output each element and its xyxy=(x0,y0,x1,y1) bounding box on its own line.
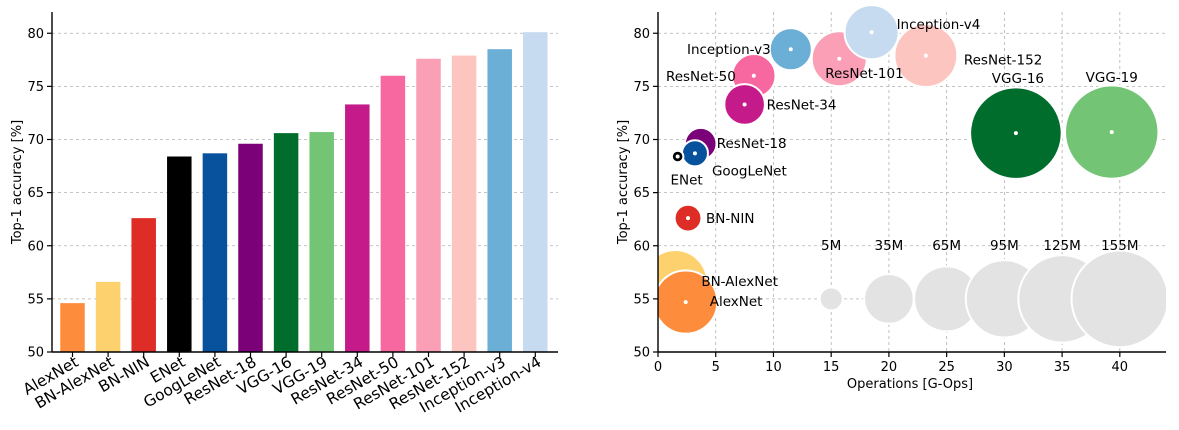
bar xyxy=(273,133,299,352)
bubble-ytick-label: 75 xyxy=(633,80,650,95)
model-label: BN-AlexNet xyxy=(701,274,778,290)
bubble-xtick-label: 40 xyxy=(1112,360,1129,375)
size-legend-label: 95M xyxy=(990,238,1019,254)
bubble-xtick-label: 10 xyxy=(765,360,782,375)
bar xyxy=(523,32,548,352)
model-label: ResNet-34 xyxy=(767,97,837,113)
bubble-ytick-label: 80 xyxy=(633,27,650,42)
bubble-ytick-label: 55 xyxy=(633,292,650,307)
bar-ytick-label: 75 xyxy=(27,80,44,95)
model-label: GoogLeNet xyxy=(712,163,787,179)
size-legend-label: 5M xyxy=(821,238,841,254)
bubble-xtick-label: 0 xyxy=(654,360,662,375)
model-bubble-center xyxy=(686,216,691,221)
bar xyxy=(309,132,334,352)
bar-chart: 50556065707580AlexNetBN-AlexNetBN-NINENe… xyxy=(10,12,558,417)
size-legend-label: 65M xyxy=(932,238,961,254)
bar xyxy=(202,153,228,352)
bar xyxy=(416,58,441,352)
bar xyxy=(167,156,192,352)
model-label: ResNet-101 xyxy=(825,66,903,82)
model-label: AlexNet xyxy=(710,294,763,310)
size-legend-label: 155M xyxy=(1101,238,1138,254)
bar-ytick-label: 80 xyxy=(27,27,44,42)
bar-ytick-label: 65 xyxy=(27,186,44,201)
size-legend-bubble xyxy=(818,286,844,312)
model-bubble-center xyxy=(788,47,793,52)
bubble-ytick-label: 50 xyxy=(633,346,650,361)
bubble-ytick-label: 65 xyxy=(633,186,650,201)
model-label: ResNet-50 xyxy=(666,69,736,85)
size-legend-bubble xyxy=(863,273,915,325)
model-label: BN-NIN xyxy=(706,211,754,227)
bar-y-axis-title: Top-1 accuracy [%] xyxy=(10,120,25,245)
model-label: Inception-v4 xyxy=(897,17,981,33)
bar xyxy=(380,75,406,352)
model-bubble-center xyxy=(675,154,680,159)
bubble-xtick-label: 20 xyxy=(881,360,898,375)
bar-ytick-label: 50 xyxy=(27,346,44,361)
bubble-chart: 5M 35M 65M 95M 125M 155M AlexNet BN-AlexNet BN-N… xyxy=(616,4,1166,392)
bubble-xtick-label: 30 xyxy=(996,360,1013,375)
model-bubble-center xyxy=(683,300,688,305)
model-label: Inception-v3 xyxy=(687,42,771,58)
bubble-y-axis-title: Top-1 accuracy [%] xyxy=(616,120,631,245)
bar-ytick-label: 70 xyxy=(27,133,44,148)
bubble-xtick-label: 15 xyxy=(823,360,840,375)
bar xyxy=(131,218,156,352)
bubble-xtick-label: 5 xyxy=(712,360,720,375)
model-label: VGG-19 xyxy=(1086,70,1138,86)
model-label: ResNet-18 xyxy=(717,136,787,152)
size-legend-bubble xyxy=(1070,249,1166,349)
bar xyxy=(487,49,512,352)
model-bubble-center xyxy=(1109,130,1114,135)
bubble-ytick-label: 60 xyxy=(633,239,650,254)
bar-ytick-label: 60 xyxy=(27,239,44,254)
model-bubble-center xyxy=(923,53,928,58)
bar xyxy=(95,281,121,352)
bubble-plot xyxy=(658,4,1166,349)
model-bubble-center xyxy=(751,73,756,78)
model-bubble-center xyxy=(837,56,842,61)
model-label: ResNet-152 xyxy=(964,53,1042,69)
model-bubble-center xyxy=(869,30,874,35)
model-label: ENet xyxy=(671,173,703,189)
bubble-x-axis-title: Operations [G-Ops] xyxy=(847,377,973,392)
bubble-ytick-label: 70 xyxy=(633,133,650,148)
size-legend-label: 125M xyxy=(1043,238,1080,254)
model-bubble-center xyxy=(1013,131,1018,136)
model-label: VGG-16 xyxy=(992,71,1044,87)
model-bubble-center xyxy=(692,151,697,156)
bar xyxy=(238,143,263,352)
size-legend-label: 35M xyxy=(874,238,903,254)
bar xyxy=(451,55,477,352)
bar xyxy=(60,303,85,352)
bubble-xtick-label: 25 xyxy=(938,360,955,375)
model-bubble-center xyxy=(742,102,747,107)
bubble-xtick-label: 35 xyxy=(1054,360,1071,375)
bar xyxy=(345,104,370,352)
bar-ytick-label: 55 xyxy=(27,292,44,307)
